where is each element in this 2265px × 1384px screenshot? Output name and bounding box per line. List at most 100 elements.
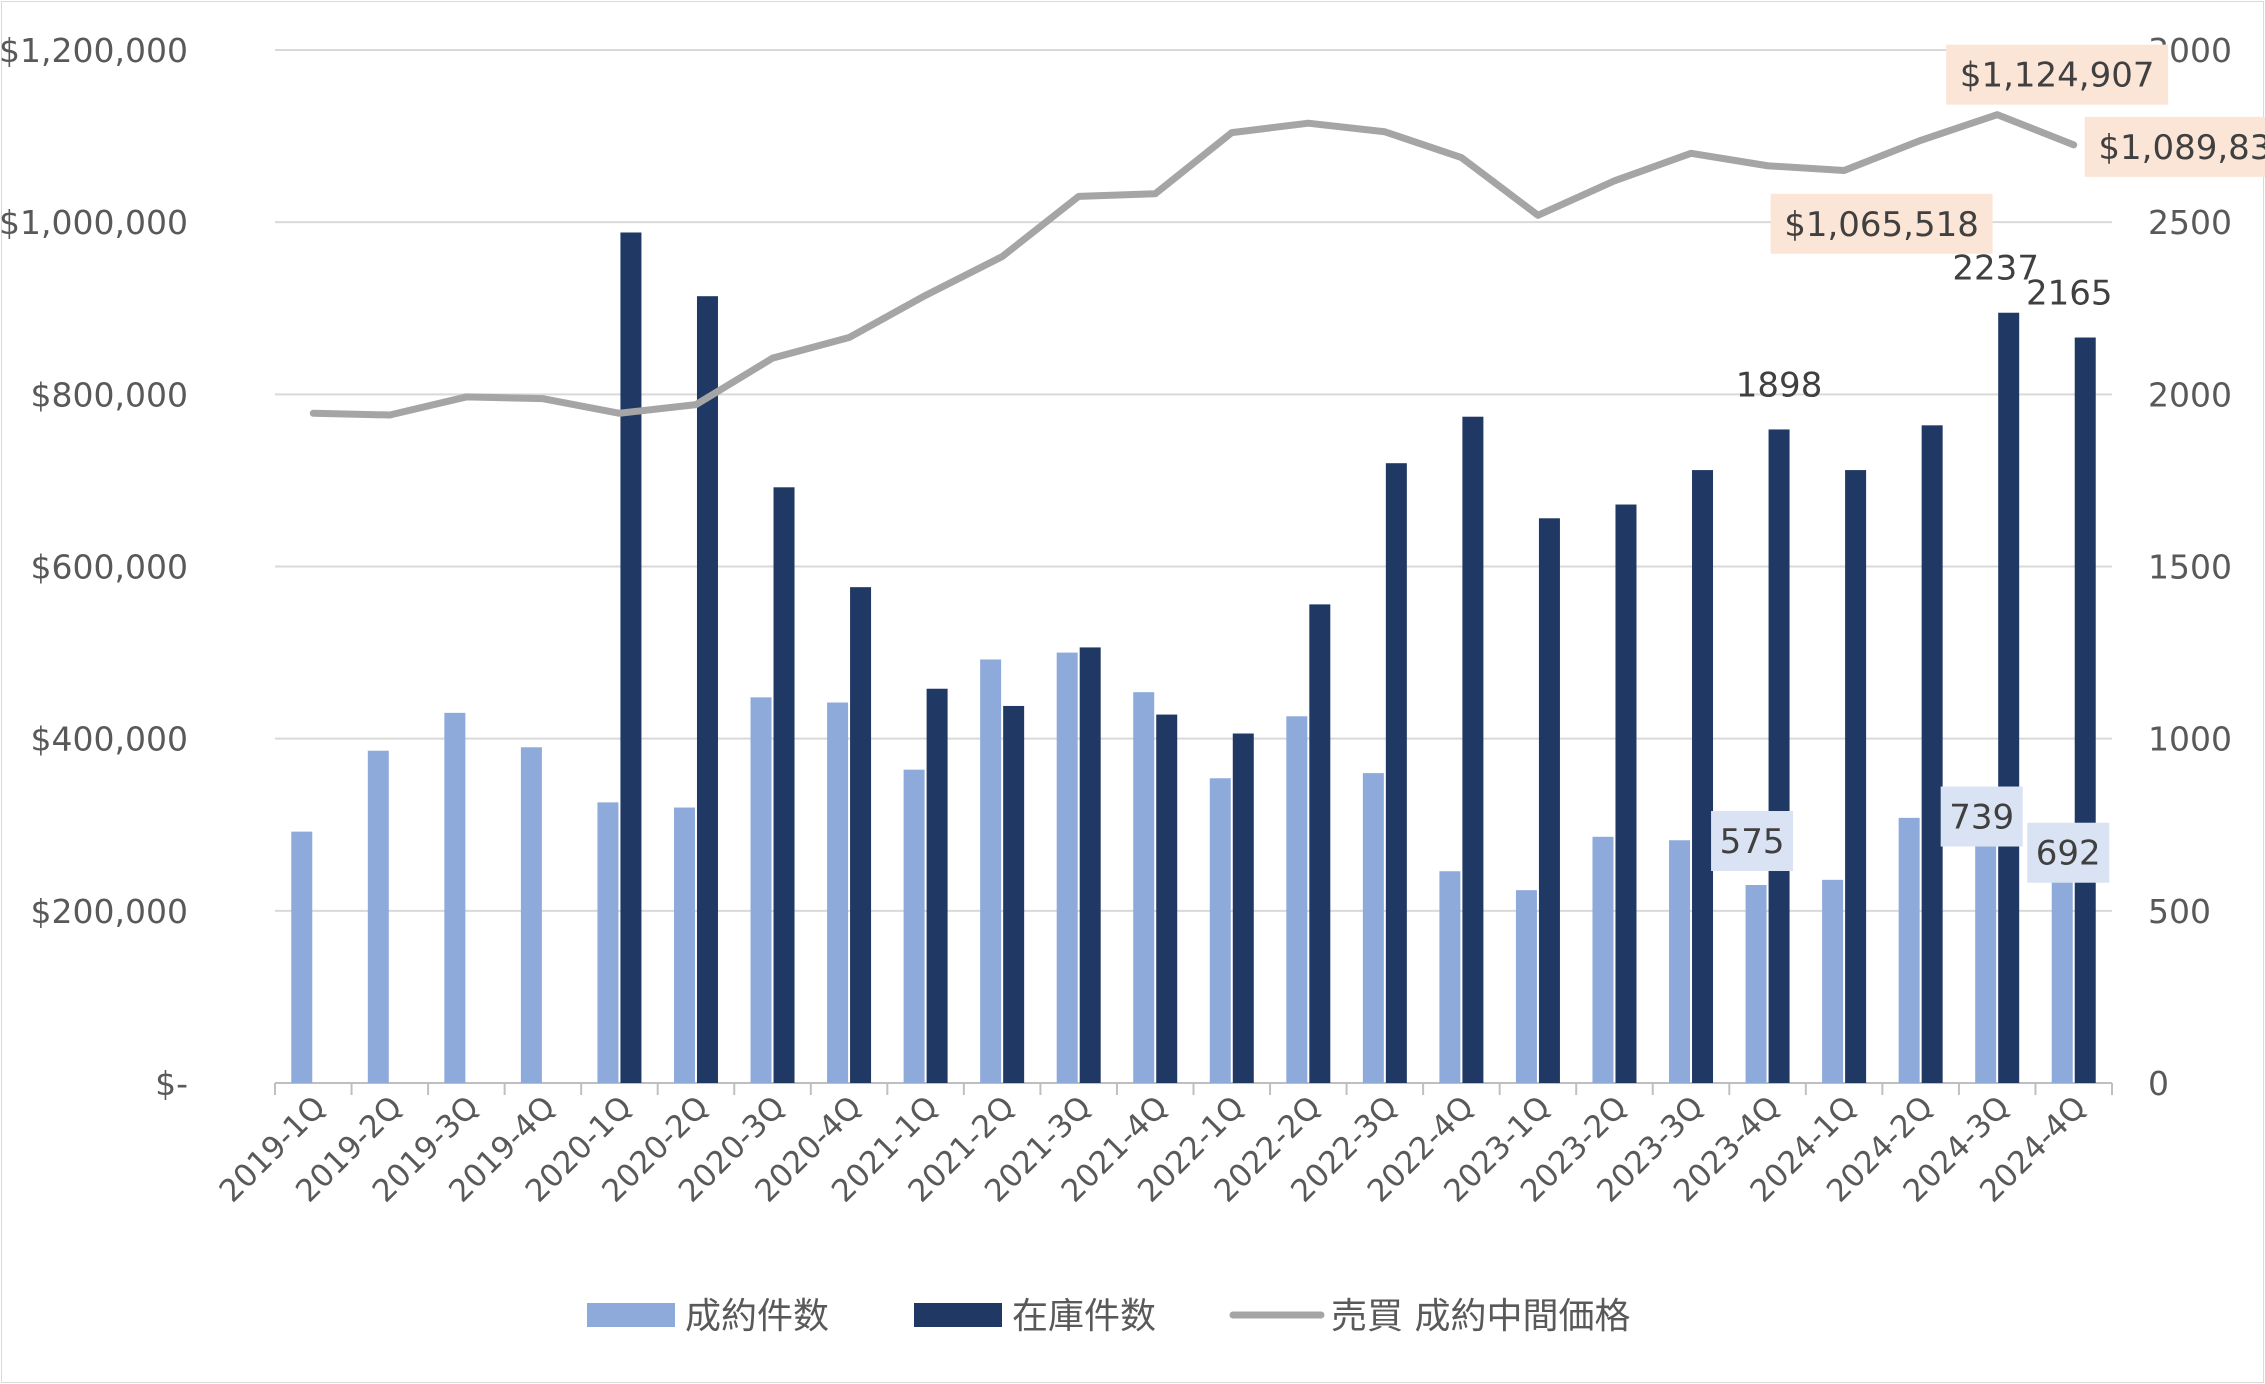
bar-2021-1q-s1 <box>903 769 925 1083</box>
bar-2020-3q-s1 <box>750 697 772 1083</box>
data-label: $1,089,833 <box>2098 128 2265 168</box>
line-point-2020-4q <box>846 334 853 341</box>
bar-2019-2q-s1 <box>367 750 389 1083</box>
bar-2023-2q-s2 <box>1615 504 1637 1083</box>
bar-2024-1q-s1 <box>1822 879 1844 1083</box>
data-label: 575 <box>1720 822 1785 862</box>
data-label: $1,065,518 <box>1784 205 1979 245</box>
bar-2020-3q-s2 <box>773 487 795 1083</box>
bar-2023-1q-s1 <box>1515 890 1537 1083</box>
bar-2021-2q-s2 <box>1003 705 1025 1083</box>
bar-2020-1q-s2 <box>620 232 642 1083</box>
y-left-tick-label: $800,000 <box>31 375 188 414</box>
bar-2024-2q-s2 <box>1921 425 1943 1083</box>
line-point-2024-2q <box>1917 137 1924 144</box>
legend-swatch-2 <box>914 1303 1002 1327</box>
bar-2022-4q-s2 <box>1462 416 1484 1084</box>
line-point-2022-1q <box>1228 129 1235 136</box>
data-label: 1898 <box>1736 365 1823 405</box>
y-right-tick-label: 0 <box>2148 1064 2169 1103</box>
line-point-2020-2q <box>692 401 699 408</box>
legend-swatch-1 <box>587 1303 675 1327</box>
line-point-2022-4q <box>1458 154 1465 161</box>
bar-2020-4q-s1 <box>827 702 849 1083</box>
bar-2024-2q-s1 <box>1898 817 1920 1083</box>
bar-2021-1q-s2 <box>926 688 948 1083</box>
y-left-tick-label: $1,000,000 <box>0 203 188 242</box>
bar-2020-2q-s2 <box>696 296 718 1083</box>
bar-2020-1q-s1 <box>597 802 619 1083</box>
data-label: 739 <box>1949 798 2014 838</box>
bar-2022-3q-s2 <box>1385 463 1407 1083</box>
line-point-2022-2q <box>1305 120 1312 127</box>
bar-2022-2q-s1 <box>1286 716 1308 1083</box>
bar-2021-4q-s1 <box>1133 692 1155 1083</box>
line-point-2023-4q <box>1764 162 1771 169</box>
data-label-box <box>1711 811 1794 872</box>
bar-2023-4q-s2 <box>1768 429 1790 1083</box>
bar-2024-4q-s1 <box>2051 844 2073 1083</box>
y-right-tick-label: 500 <box>2148 892 2211 931</box>
bar-2020-4q-s2 <box>850 587 872 1083</box>
line-point-2019-3q <box>463 393 470 400</box>
y-left-tick-label: $400,000 <box>31 720 188 759</box>
data-label-box <box>1946 44 2169 105</box>
bar-2019-1q-s1 <box>291 831 313 1083</box>
bar-2024-1q-s2 <box>1845 470 1867 1083</box>
y-left-tick-label: $600,000 <box>31 548 188 587</box>
bar-2022-1q-s2 <box>1232 733 1254 1083</box>
bar-2024-3q-s1 <box>1975 828 1997 1083</box>
bar-2024-4q-s2 <box>2074 337 2096 1084</box>
bar-2020-2q-s1 <box>673 807 695 1083</box>
bar-2022-3q-s1 <box>1362 773 1384 1083</box>
bar-2023-2q-s1 <box>1592 836 1614 1083</box>
bar-2022-4q-s1 <box>1439 871 1461 1083</box>
line-point-2023-2q <box>1611 177 1618 184</box>
bar-2021-4q-s2 <box>1156 714 1178 1083</box>
y-right-tick-label: 2500 <box>2148 203 2232 242</box>
data-label: 692 <box>2036 834 2101 874</box>
y-left-tick-label: $- <box>155 1064 188 1103</box>
line-point-2023-1q <box>1534 212 1541 219</box>
data-label: $1,124,907 <box>1960 56 2155 96</box>
bar-2019-4q-s1 <box>520 747 542 1083</box>
line-point-2024-1q <box>1841 167 1848 174</box>
line-point-2021-4q <box>1152 190 1159 197</box>
data-label-box <box>1940 786 2023 847</box>
line-point-2019-1q <box>310 410 317 417</box>
line-point-2024-4q <box>2070 141 2077 148</box>
line-point-2021-1q <box>922 292 929 299</box>
legend-label-3: 売買 成約中間価格 <box>1331 1296 1630 1337</box>
line-point-2021-3q <box>1075 193 1082 200</box>
data-label: 2237 <box>1952 249 2039 289</box>
data-label-box <box>1770 193 1993 254</box>
y-right-tick-label: 1000 <box>2148 720 2232 759</box>
data-label-box <box>2084 116 2265 177</box>
bar-2023-1q-s2 <box>1538 518 1560 1083</box>
line-point-2019-4q <box>539 395 546 402</box>
line-point-2022-3q <box>1381 128 1388 135</box>
line-point-2023-3q <box>1688 150 1695 157</box>
bar-2019-3q-s1 <box>444 712 466 1083</box>
bar-2023-4q-s1 <box>1745 885 1767 1083</box>
bar-2022-2q-s2 <box>1309 604 1331 1083</box>
data-label-box <box>2027 822 2110 883</box>
line-point-2020-1q <box>616 410 623 417</box>
line-point-2020-3q <box>769 355 776 362</box>
bar-2024-3q-s2 <box>1998 312 2020 1083</box>
y-left-tick-label: $200,000 <box>31 892 188 931</box>
y-left-tick-label: $1,200,000 <box>0 31 188 70</box>
line-point-2024-3q <box>1994 111 2001 118</box>
legend-label-1: 成約件数 <box>685 1296 829 1337</box>
bar-2023-3q-s2 <box>1692 470 1714 1083</box>
line-point-2019-2q <box>386 411 393 418</box>
line-point-2021-2q <box>999 253 1006 260</box>
data-label: 2165 <box>2026 274 2113 314</box>
bar-2022-1q-s1 <box>1209 778 1231 1083</box>
bar-2021-2q-s1 <box>980 659 1002 1083</box>
legend-label-2: 在庫件数 <box>1012 1296 1156 1337</box>
bar-2021-3q-s1 <box>1056 652 1078 1083</box>
y-right-tick-label: 1500 <box>2148 548 2232 587</box>
y-right-tick-label: 2000 <box>2148 375 2232 414</box>
